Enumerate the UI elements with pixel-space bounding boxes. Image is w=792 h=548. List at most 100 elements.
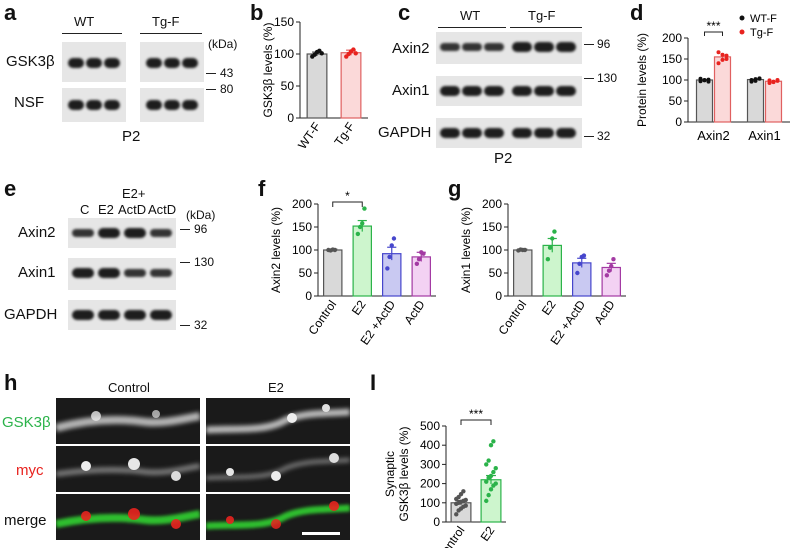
significance-bracket bbox=[460, 419, 492, 425]
significance-label: *** bbox=[706, 19, 720, 33]
y-tick-label: 400 bbox=[420, 438, 440, 452]
y-tick-label: 150 bbox=[662, 52, 682, 66]
blot-axin2-c bbox=[436, 32, 582, 64]
y-tick-label: 200 bbox=[662, 31, 682, 45]
x-tick-label: Axin2 bbox=[697, 128, 730, 143]
row-label-gsk3b-h: GSK3β bbox=[2, 414, 51, 431]
y-tick-label: 100 bbox=[662, 73, 682, 87]
marker-32-c: 32 bbox=[597, 129, 611, 143]
y-tick-label: 0 bbox=[675, 115, 682, 129]
group-label-wt-c: WT bbox=[460, 8, 481, 23]
data-point bbox=[491, 439, 496, 444]
panel-label-i: I bbox=[370, 370, 377, 395]
data-point bbox=[421, 251, 426, 256]
data-point bbox=[486, 458, 491, 463]
legend-label: WT-F bbox=[750, 13, 777, 25]
data-point bbox=[463, 497, 468, 503]
legend-label: Tg-F bbox=[750, 27, 774, 39]
significance-label: *** bbox=[469, 407, 483, 421]
y-axis-label: Axin2 levels (%) bbox=[269, 207, 283, 293]
data-point bbox=[753, 78, 758, 83]
data-point bbox=[698, 76, 703, 81]
marker-32-e: 32 bbox=[194, 318, 208, 332]
lane-label-e2-actd-top: E2+ bbox=[122, 186, 146, 201]
marker-96-e: 96 bbox=[194, 222, 208, 236]
y-tick-label: 200 bbox=[292, 197, 312, 211]
y-axis-label: Synaptic bbox=[383, 451, 397, 497]
data-point bbox=[706, 79, 711, 84]
marker-130-c: 130 bbox=[597, 71, 618, 85]
blot-gsk3b bbox=[62, 42, 204, 82]
data-point bbox=[414, 261, 420, 266]
micrograph-e2-gsk3b bbox=[206, 398, 350, 444]
group-line-wt bbox=[62, 33, 122, 34]
data-point bbox=[577, 261, 582, 266]
x-tick-label: E2 bbox=[539, 297, 559, 317]
micrograph-e2-merge bbox=[206, 494, 350, 540]
y-tick-label: 50 bbox=[281, 79, 295, 93]
row-label-axin2-c: Axin2 bbox=[392, 40, 430, 57]
x-tick-label: WT-F bbox=[295, 120, 323, 152]
data-point bbox=[454, 512, 459, 517]
data-point bbox=[545, 257, 551, 262]
y-tick-label: 0 bbox=[433, 515, 440, 529]
data-point bbox=[488, 473, 494, 479]
data-point bbox=[724, 57, 729, 61]
group-label-tgf-c: Tg-F bbox=[528, 8, 556, 23]
row-label-gapdh-c: GAPDH bbox=[378, 124, 432, 141]
x-tick-label: E2 bbox=[349, 297, 369, 317]
row-label-gapdh-e: GAPDH bbox=[4, 306, 58, 323]
panel-label-e: e bbox=[4, 176, 17, 201]
data-point bbox=[385, 266, 390, 271]
data-point bbox=[552, 229, 557, 234]
y-tick-label: 150 bbox=[482, 220, 502, 234]
y-tick-label: 200 bbox=[482, 197, 502, 211]
data-point bbox=[604, 273, 610, 278]
y-tick-label: 200 bbox=[420, 477, 440, 491]
bar-actd bbox=[601, 266, 621, 297]
group-label-wt: WT bbox=[74, 14, 95, 29]
marker-43: 43 bbox=[220, 66, 234, 80]
y-tick-label: 50 bbox=[489, 266, 503, 280]
panel-label-b: b bbox=[250, 0, 264, 25]
row-label-gsk3b: GSK3β bbox=[6, 53, 55, 70]
x-tick-label: Control bbox=[306, 298, 340, 338]
blot-axin1-c bbox=[436, 76, 582, 106]
data-point bbox=[702, 78, 707, 82]
y-tick-label: 50 bbox=[299, 266, 313, 280]
data-point bbox=[360, 221, 365, 226]
x-tick-label: ActD bbox=[591, 297, 618, 327]
data-point bbox=[484, 479, 489, 484]
marker-80: 80 bbox=[220, 82, 234, 96]
data-point bbox=[463, 503, 468, 508]
data-point bbox=[611, 257, 616, 262]
y-tick-label: 0 bbox=[495, 289, 502, 303]
y-tick-label: 150 bbox=[274, 15, 294, 29]
data-point bbox=[550, 236, 555, 241]
blot-gapdh-c bbox=[436, 118, 582, 148]
bar-tg-f bbox=[340, 52, 362, 119]
blot-axin1-e bbox=[68, 258, 176, 290]
y-tick-label: 0 bbox=[305, 289, 312, 303]
x-tick-label: Tg-F bbox=[331, 120, 357, 149]
y-axis-label: GSK3β levels (%) bbox=[397, 427, 411, 522]
data-point bbox=[491, 469, 496, 475]
lane-label-e2: E2 bbox=[98, 202, 114, 217]
x-tick-label: E2 bbox=[478, 523, 498, 543]
lane-label-e2-actd-bottom: ActD bbox=[118, 202, 147, 217]
data-point bbox=[488, 487, 494, 492]
marker-96-c: 96 bbox=[597, 37, 611, 51]
data-point bbox=[488, 443, 494, 448]
data-point bbox=[486, 492, 491, 498]
column-label-control: Control bbox=[108, 380, 150, 395]
data-point bbox=[362, 206, 367, 211]
data-point bbox=[757, 76, 762, 81]
data-point bbox=[484, 462, 489, 467]
panel-label-g: g bbox=[448, 176, 462, 201]
micrograph-control-gsk3b bbox=[56, 398, 200, 444]
data-point bbox=[724, 53, 729, 58]
panel-label-a: a bbox=[4, 0, 17, 25]
kda-unit-label: (kDa) bbox=[208, 37, 238, 51]
bar-e2-actd bbox=[572, 262, 592, 297]
panel-label-c: c bbox=[398, 0, 411, 25]
